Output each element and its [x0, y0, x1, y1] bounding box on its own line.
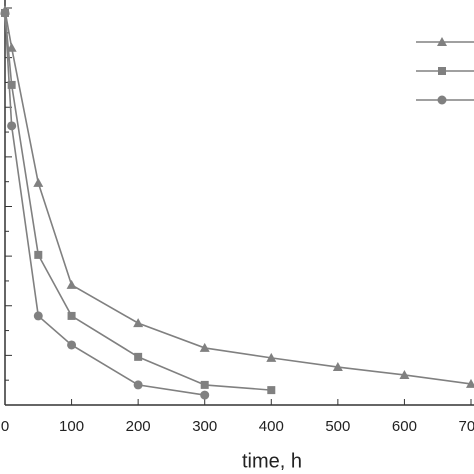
marker [33, 311, 43, 321]
marker [332, 362, 343, 372]
marker [200, 380, 209, 389]
marker [133, 318, 144, 328]
marker [34, 250, 43, 259]
x-tick-label: 400 [259, 418, 284, 435]
marker [0, 8, 10, 18]
x-tick-label: 200 [126, 418, 151, 435]
x-tick-label: 100 [59, 418, 84, 435]
marker [199, 342, 210, 352]
marker [66, 279, 77, 289]
marker [438, 67, 446, 75]
marker [7, 121, 17, 131]
x-tick-label: 600 [392, 418, 417, 435]
marker [466, 378, 474, 388]
marker [437, 95, 447, 105]
x-tick-label: 0 [1, 418, 9, 435]
marker [33, 177, 44, 187]
marker [200, 390, 210, 400]
marker [437, 37, 447, 46]
x-tick-label: 300 [192, 418, 217, 435]
marker [67, 340, 77, 350]
series-line [4, 12, 205, 396]
marker [7, 80, 16, 89]
marker [133, 380, 143, 390]
marker [134, 352, 143, 361]
marker [399, 369, 410, 379]
marker [67, 311, 76, 320]
series-line [4, 10, 472, 385]
marker [266, 352, 277, 362]
x-tick-label: 700 [458, 418, 474, 435]
marker [267, 386, 276, 395]
x-axis-label: time, h [242, 450, 302, 472]
x-tick-label: 500 [325, 418, 350, 435]
